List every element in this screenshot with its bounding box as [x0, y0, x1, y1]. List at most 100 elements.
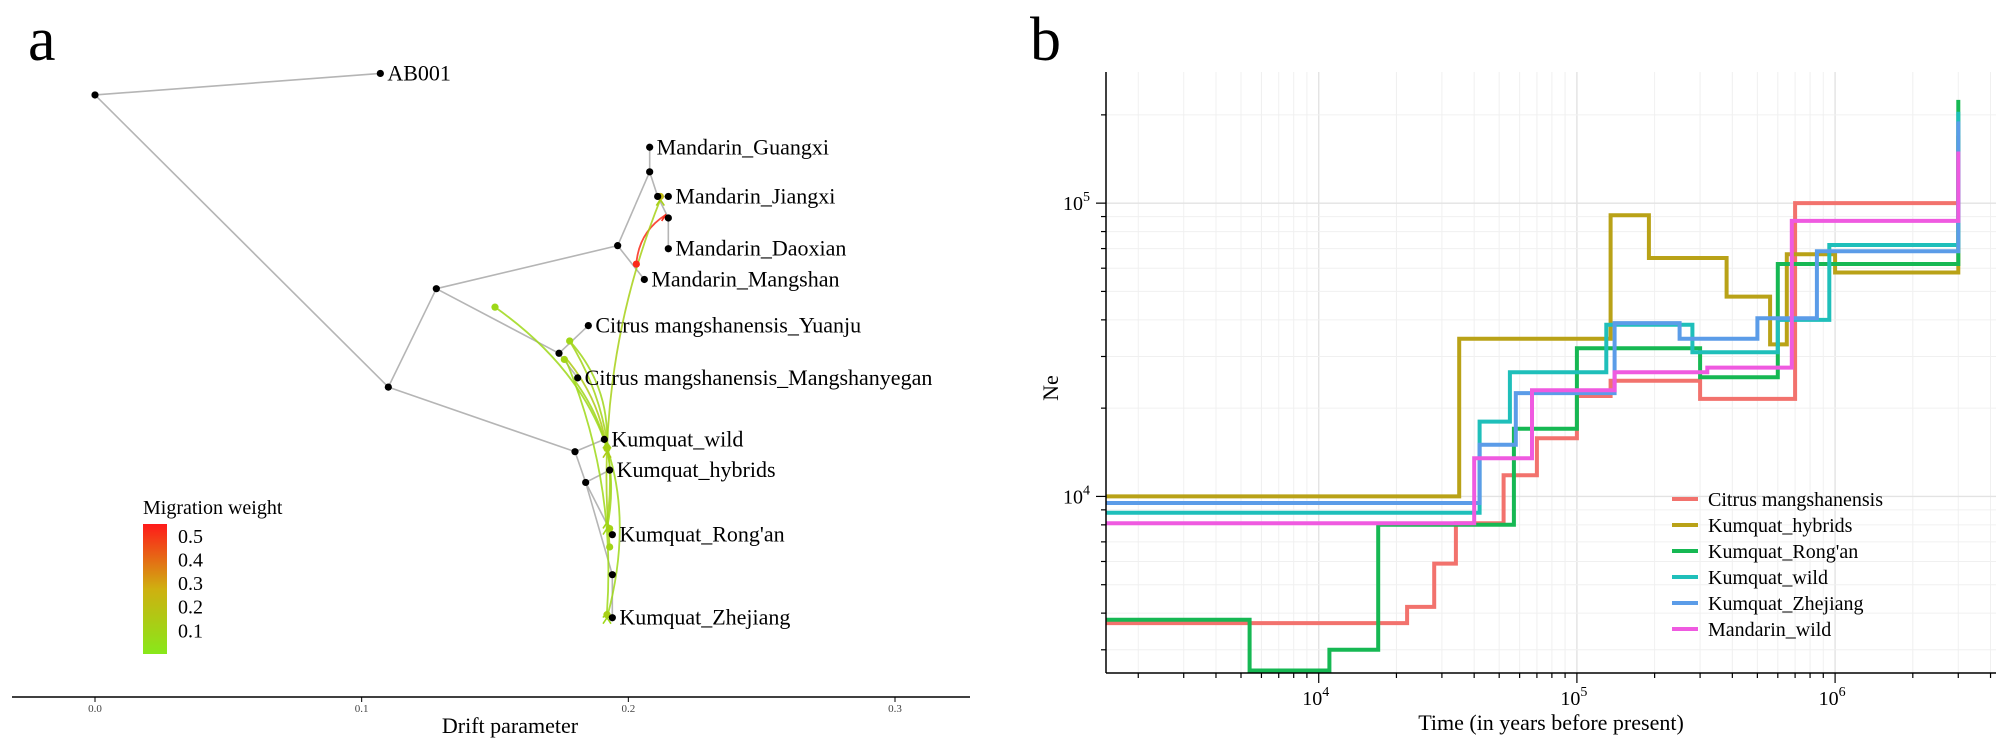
drift-axis-title: Drift parameter: [442, 713, 579, 738]
legend-label-kumquat-rong-an: Kumquat_Rong'an: [1708, 541, 1858, 563]
legend-label-kumquat-hybrids: Kumquat_hybrids: [1708, 515, 1853, 537]
y-tick-label-0: 104: [1063, 483, 1090, 508]
node-root: [91, 91, 99, 99]
node-n9: [582, 478, 590, 487]
series-legend: Citrus mangshanensis Kumquat_hybrids Kumqu…: [1672, 489, 1883, 641]
legend-label-mandarin-wild: Mandarin_wild: [1708, 619, 1831, 641]
legend-label-kumquat-wild: Kumquat_wild: [1708, 567, 1828, 589]
node-KW: [600, 435, 608, 443]
leaf-labels: AB001 Mandarin_Guangxi Mandarin_Jiangxi Man…: [387, 60, 932, 629]
migration-node-8: [560, 355, 568, 364]
series-line-kumquat-zhejiang: [1106, 121, 1961, 505]
migration-edges: [494, 198, 671, 625]
node-n10: [608, 571, 616, 579]
leaf-label-kumquat-hybrids: Kumquat_hybrids: [617, 457, 776, 482]
legend-tick-label-0: 0.5: [178, 526, 203, 548]
legend-tick-label-2: 0.3: [178, 573, 203, 595]
edge-n1-n8: [388, 386, 576, 453]
migration-arc-7: [563, 355, 610, 612]
drift-tick-label-3: 0.3: [888, 703, 902, 715]
x-tick-base-0: 10: [1302, 688, 1322, 710]
edge-n1-n2: [387, 288, 438, 388]
leaf-label-mandarin-mangshan: Mandarin_Mangshan: [651, 266, 839, 291]
edge-n2-n3: [436, 244, 618, 290]
migration-node-2: [491, 303, 499, 311]
leaf-label-kumquat-rong-an: Kumquat_Rong'an: [619, 522, 784, 547]
migration-arc-4: [568, 340, 611, 523]
series-line-kumquat-hybrids: [1106, 135, 1961, 499]
legend-tick-label-3: 0.2: [178, 597, 203, 619]
migration-node-6: [603, 445, 611, 453]
series-line-kumquat-wild: [1106, 111, 1961, 515]
edge-n8-n9: [574, 451, 587, 483]
x-tick-label-2: 106: [1819, 685, 1846, 710]
series-line-mandarin-wild: [1106, 151, 1961, 526]
edge-n8-KW: [574, 438, 605, 453]
ne-axis-title: Ne: [1038, 375, 1063, 401]
node-KR: [608, 531, 616, 539]
migration-weight-legend: Migration weight 0.50.40.30.20.1: [143, 497, 283, 654]
y-tick-exponent-1: 5: [1083, 190, 1090, 205]
migration-arc-1: [605, 199, 662, 548]
panel-a-treemix-tree: a AB001 Mandarin_Guangxi Mandarin_Jiangxi M…: [12, 6, 970, 738]
node-KH: [606, 466, 614, 474]
migration-node-7: [606, 524, 614, 533]
x-tick-exponent-2: 6: [1839, 685, 1846, 700]
edge-n3-MM: [617, 245, 645, 280]
node-n8: [571, 448, 579, 456]
time-axis-title: Time (in years before present): [1418, 710, 1684, 735]
x-tick-exponent-0: 4: [1322, 685, 1329, 700]
leaf-label-ab001: AB001: [387, 60, 451, 85]
legend-label-kumquat-zhejiang: Kumquat_Zhejiang: [1708, 593, 1864, 615]
legend-tick-label-1: 0.4: [178, 549, 203, 571]
x-tick-base-1: 10: [1560, 688, 1580, 710]
y-tick-base-0: 10: [1063, 486, 1083, 508]
leaf-label-kumquat-zhejiang: Kumquat_Zhejiang: [619, 605, 790, 630]
migration-arc-0: [635, 214, 667, 265]
drift-tick-label-0: 0.0: [88, 703, 102, 715]
x-tick-label-1: 105: [1560, 685, 1587, 710]
legend-ticks: 0.50.40.30.20.1: [167, 526, 203, 642]
x-tick-label-0: 104: [1302, 685, 1329, 710]
edge-n3-n4: [616, 171, 651, 246]
leaf-label-citrus-mangshanensis-yuanju: Citrus mangshanensis_Yuanju: [595, 313, 861, 338]
node-CMg: [574, 374, 582, 382]
migration-node-4: [606, 543, 614, 551]
y-tick-exponent-0: 4: [1083, 483, 1090, 498]
ne-series-lines: [1106, 99, 1961, 673]
edge-root-AB001: [94, 72, 381, 96]
node-MM: [640, 275, 648, 284]
drift-tick-label-2: 0.2: [621, 703, 635, 715]
node-n1: [384, 383, 392, 391]
panel-label-a: a: [28, 6, 56, 74]
edge-n7-CY: [558, 325, 589, 354]
node-MJ: [664, 192, 672, 201]
x-tick-base-2: 10: [1819, 688, 1839, 710]
legend-tick-label-4: 0.1: [178, 620, 203, 642]
node-n2: [432, 285, 440, 293]
node-n6: [664, 214, 672, 222]
tree-nodes: [91, 69, 672, 622]
legend-title: Migration weight: [143, 497, 283, 519]
node-MG: [646, 143, 654, 151]
leaf-label-mandarin-guangxi: Mandarin_Guangxi: [657, 134, 829, 159]
y-tick-label-1: 105: [1063, 190, 1090, 215]
y-tick-base-1: 10: [1063, 193, 1083, 215]
migration-node-5: [603, 611, 611, 619]
legend-label-citrus-mangshanensis: Citrus mangshanensis: [1708, 489, 1883, 511]
migration-arc-3: [568, 340, 608, 443]
node-n4: [646, 168, 654, 176]
panel-label-b: b: [1030, 6, 1061, 74]
edge-n4-n5: [648, 171, 659, 197]
series-line-citrus-mangshanensis: [1106, 160, 1961, 626]
drift-axis-ticks: 0.0 0.1 0.2 0.3: [88, 697, 902, 715]
leaf-label-kumquat-wild: Kumquat_wild: [611, 426, 743, 451]
node-AB001: [376, 69, 384, 78]
migration-node-0: [632, 260, 640, 268]
node-MD: [664, 245, 672, 253]
node-n3: [614, 242, 622, 250]
migration-node-3: [566, 337, 574, 345]
